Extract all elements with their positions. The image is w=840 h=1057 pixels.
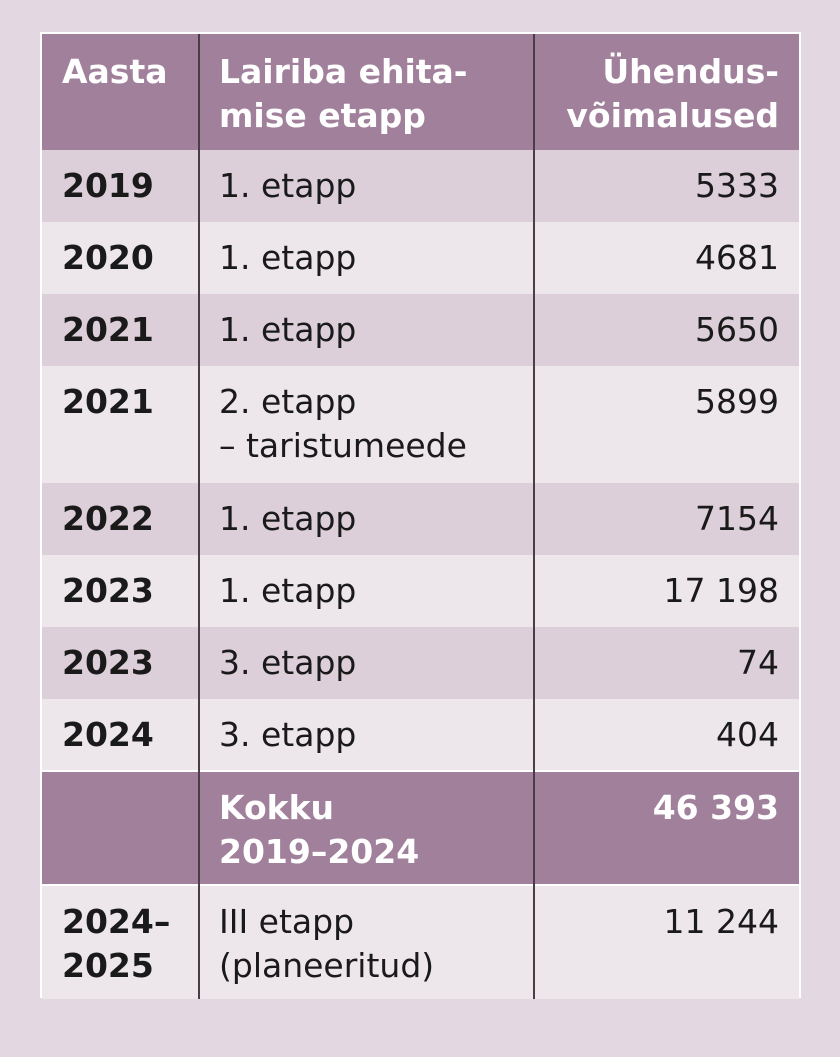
total-row: Kokku 2019–2024 46 393: [42, 770, 799, 885]
table-row: 2022 1. etapp 7154: [42, 483, 799, 555]
header-connections-line2: võimalused: [566, 96, 779, 135]
cell-year: 2023: [42, 555, 199, 627]
table-row: 2021 1. etapp 5650: [42, 294, 799, 366]
planned-stage-cell: III etapp (planeeritud): [198, 884, 534, 999]
cell-connections: 7154: [533, 483, 799, 555]
table-row: 2021 2. etapp – taristumeede 5899: [42, 366, 799, 483]
cell-connections: 5333: [533, 150, 799, 222]
cell-stage: 2. etapp – taristumeede: [198, 366, 534, 483]
cell-connections: 4681: [533, 222, 799, 294]
table-row: 2023 3. etapp 74: [42, 627, 799, 699]
cell-year: 2022: [42, 483, 199, 555]
table-row: 2019 1. etapp 5333: [42, 150, 799, 222]
cell-year: 2023: [42, 627, 199, 699]
broadband-table: Aasta Lairiba ehita-mise etapp Ühendus-v…: [42, 34, 799, 999]
cell-connections: 74: [533, 627, 799, 699]
cell-year: 2024: [42, 699, 199, 771]
table-header-row: Aasta Lairiba ehita-mise etapp Ühendus-v…: [42, 34, 799, 150]
cell-year: 2021: [42, 366, 199, 483]
header-stage-line1: Lairiba ehita-: [219, 52, 468, 91]
planned-year-line1: 2024–: [62, 902, 171, 941]
cell-stage: 1. etapp: [198, 483, 534, 555]
cell-stage: 3. etapp: [198, 627, 534, 699]
total-label-line2: 2019–2024: [219, 832, 420, 871]
header-year: Aasta: [42, 34, 199, 150]
cell-connections: 17 198: [533, 555, 799, 627]
planned-year-cell: 2024– 2025: [42, 884, 199, 999]
total-label-line1: Kokku: [219, 788, 335, 827]
header-stage: Lairiba ehita-mise etapp: [198, 34, 534, 150]
cell-stage: 1. etapp: [198, 555, 534, 627]
cell-stage: 3. etapp: [198, 699, 534, 771]
cell-connections: 5899: [533, 366, 799, 483]
header-stage-line2: mise etapp: [219, 96, 426, 135]
cell-year: 2020: [42, 222, 199, 294]
cell-connections: 5650: [533, 294, 799, 366]
cell-stage-line1: 2. etapp: [219, 382, 357, 421]
cell-year: 2021: [42, 294, 199, 366]
total-year-cell: [42, 770, 199, 885]
cell-stage: 1. etapp: [198, 222, 534, 294]
broadband-table-frame: Aasta Lairiba ehita-mise etapp Ühendus-v…: [40, 32, 801, 999]
total-label-cell: Kokku 2019–2024: [198, 770, 534, 885]
planned-stage-line1: III etapp: [219, 902, 355, 941]
table-row: 2020 1. etapp 4681: [42, 222, 799, 294]
cell-year: 2019: [42, 150, 199, 222]
cell-connections: 404: [533, 699, 799, 771]
table-row: 2023 1. etapp 17 198: [42, 555, 799, 627]
cell-stage-line2: – taristumeede: [219, 426, 467, 465]
cell-stage: 1. etapp: [198, 150, 534, 222]
table-row: 2024 3. etapp 404: [42, 699, 799, 771]
planned-connections-cell: 11 244: [533, 884, 799, 999]
cell-stage: 1. etapp: [198, 294, 534, 366]
total-connections-cell: 46 393: [533, 770, 799, 885]
planned-row: 2024– 2025 III etapp (planeeritud) 11 244: [42, 884, 799, 999]
header-connections-line1: Ühendus-: [602, 52, 779, 91]
planned-stage-line2: (planeeritud): [219, 946, 435, 985]
header-connections: Ühendus-võimalused: [533, 34, 799, 150]
planned-year-line2: 2025: [62, 946, 154, 985]
header-year-label: Aasta: [62, 52, 168, 91]
